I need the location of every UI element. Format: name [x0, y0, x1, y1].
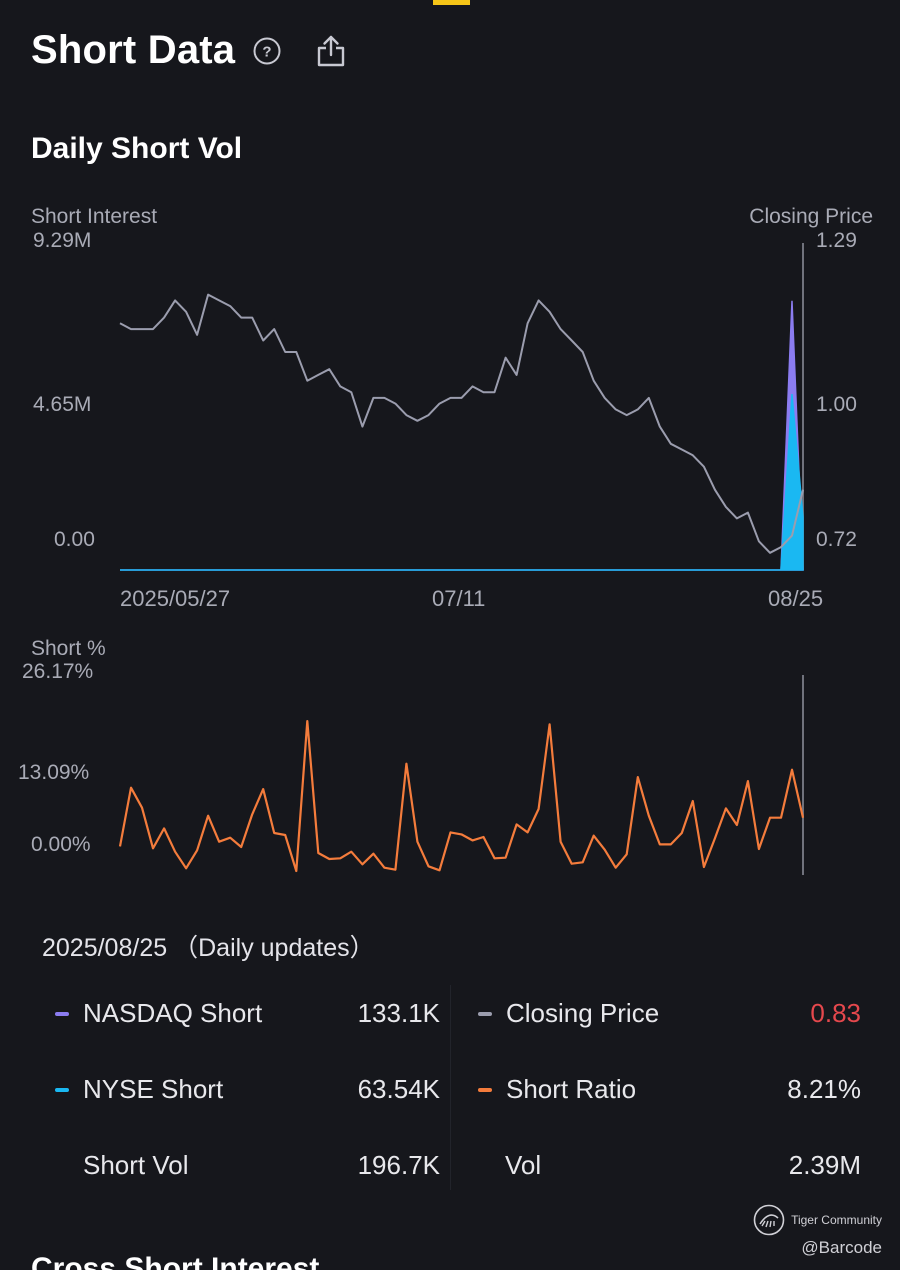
short-ratio-value: 8.21% — [787, 1074, 861, 1104]
update-note: （Daily updates） — [173, 934, 375, 962]
legend-label: Short Ratio — [506, 1074, 637, 1104]
watermark: Tiger Community — [753, 1204, 882, 1236]
daily-short-vol-chart — [119, 243, 804, 571]
page-title: Short Data — [31, 28, 236, 72]
watermark-brand: Tiger Community — [791, 1213, 882, 1227]
left-tick: 0.00 — [54, 528, 95, 551]
nyse-short-value: 63.54K — [357, 1074, 440, 1104]
legend-nasdaq-short: NASDAQ Short — [55, 998, 262, 1029]
legend-label: Closing Price — [506, 998, 660, 1028]
update-date: 2025/08/25 — [42, 934, 168, 962]
nasdaq-swatch — [55, 1011, 69, 1016]
page-header: Short Data ? — [31, 28, 347, 73]
closing-price-value: 0.83 — [810, 998, 861, 1028]
closing-price-swatch — [478, 1011, 492, 1016]
right-tick: 0.72 — [816, 528, 857, 551]
x-tick: 2025/05/27 — [120, 586, 231, 611]
details-divider — [450, 985, 451, 1190]
nyse-swatch — [55, 1087, 69, 1092]
question-circle-icon[interactable]: ? — [253, 37, 281, 65]
vol-value: 2.39M — [788, 1150, 861, 1180]
top-scroll-marker — [433, 0, 470, 5]
nyse-short-area — [120, 393, 804, 571]
update-date-line: 2025/08/25 （Daily updates） — [42, 928, 375, 964]
right-tick: 1.29 — [816, 229, 857, 252]
share-icon[interactable] — [315, 34, 347, 68]
right-tick: 1.00 — [816, 393, 857, 416]
legend-label: Short Vol — [83, 1150, 189, 1180]
nasdaq-short-area — [120, 300, 804, 571]
legend-short-ratio: Short Ratio — [478, 1074, 636, 1105]
tiger-logo-icon — [753, 1204, 785, 1236]
short-pct-tick: 26.17% — [22, 660, 94, 683]
closing-price-line — [119, 293, 804, 554]
short-vol-value: 196.7K — [357, 1150, 440, 1180]
x-tick: 08/25 — [768, 586, 824, 611]
short-ratio-chart — [118, 675, 805, 875]
legend-closing-price: Closing Price — [478, 998, 659, 1029]
x-tick: 07/11 — [432, 586, 486, 611]
legend-label: Vol — [505, 1150, 542, 1180]
right-axis-title: Closing Price — [749, 205, 873, 228]
left-tick: 9.29M — [33, 229, 92, 252]
nasdaq-short-value: 133.1K — [357, 998, 440, 1028]
legend-vol: Vol — [505, 1150, 541, 1181]
svg-text:?: ? — [263, 43, 272, 60]
watermark-user: @Barcode — [801, 1238, 882, 1257]
section-title: Daily Short Vol — [31, 132, 243, 165]
left-axis-title: Short Interest — [31, 205, 158, 228]
short-ratio-swatch — [478, 1087, 492, 1092]
short-volume-charts[interactable] — [0, 0, 900, 900]
next-section-title: Cross Short Interest — [31, 1254, 431, 1270]
short-pct-axis-title: Short % — [31, 637, 106, 660]
short-pct-tick: 0.00% — [31, 833, 91, 856]
short-ratio-line — [118, 720, 805, 873]
left-tick: 4.65M — [33, 393, 92, 416]
short-pct-tick: 13.09% — [18, 761, 90, 784]
legend-short-vol: Short Vol — [83, 1150, 189, 1181]
legend-nyse-short: NYSE Short — [55, 1074, 223, 1105]
legend-label: NASDAQ Short — [83, 998, 263, 1028]
legend-label: NYSE Short — [83, 1074, 224, 1104]
